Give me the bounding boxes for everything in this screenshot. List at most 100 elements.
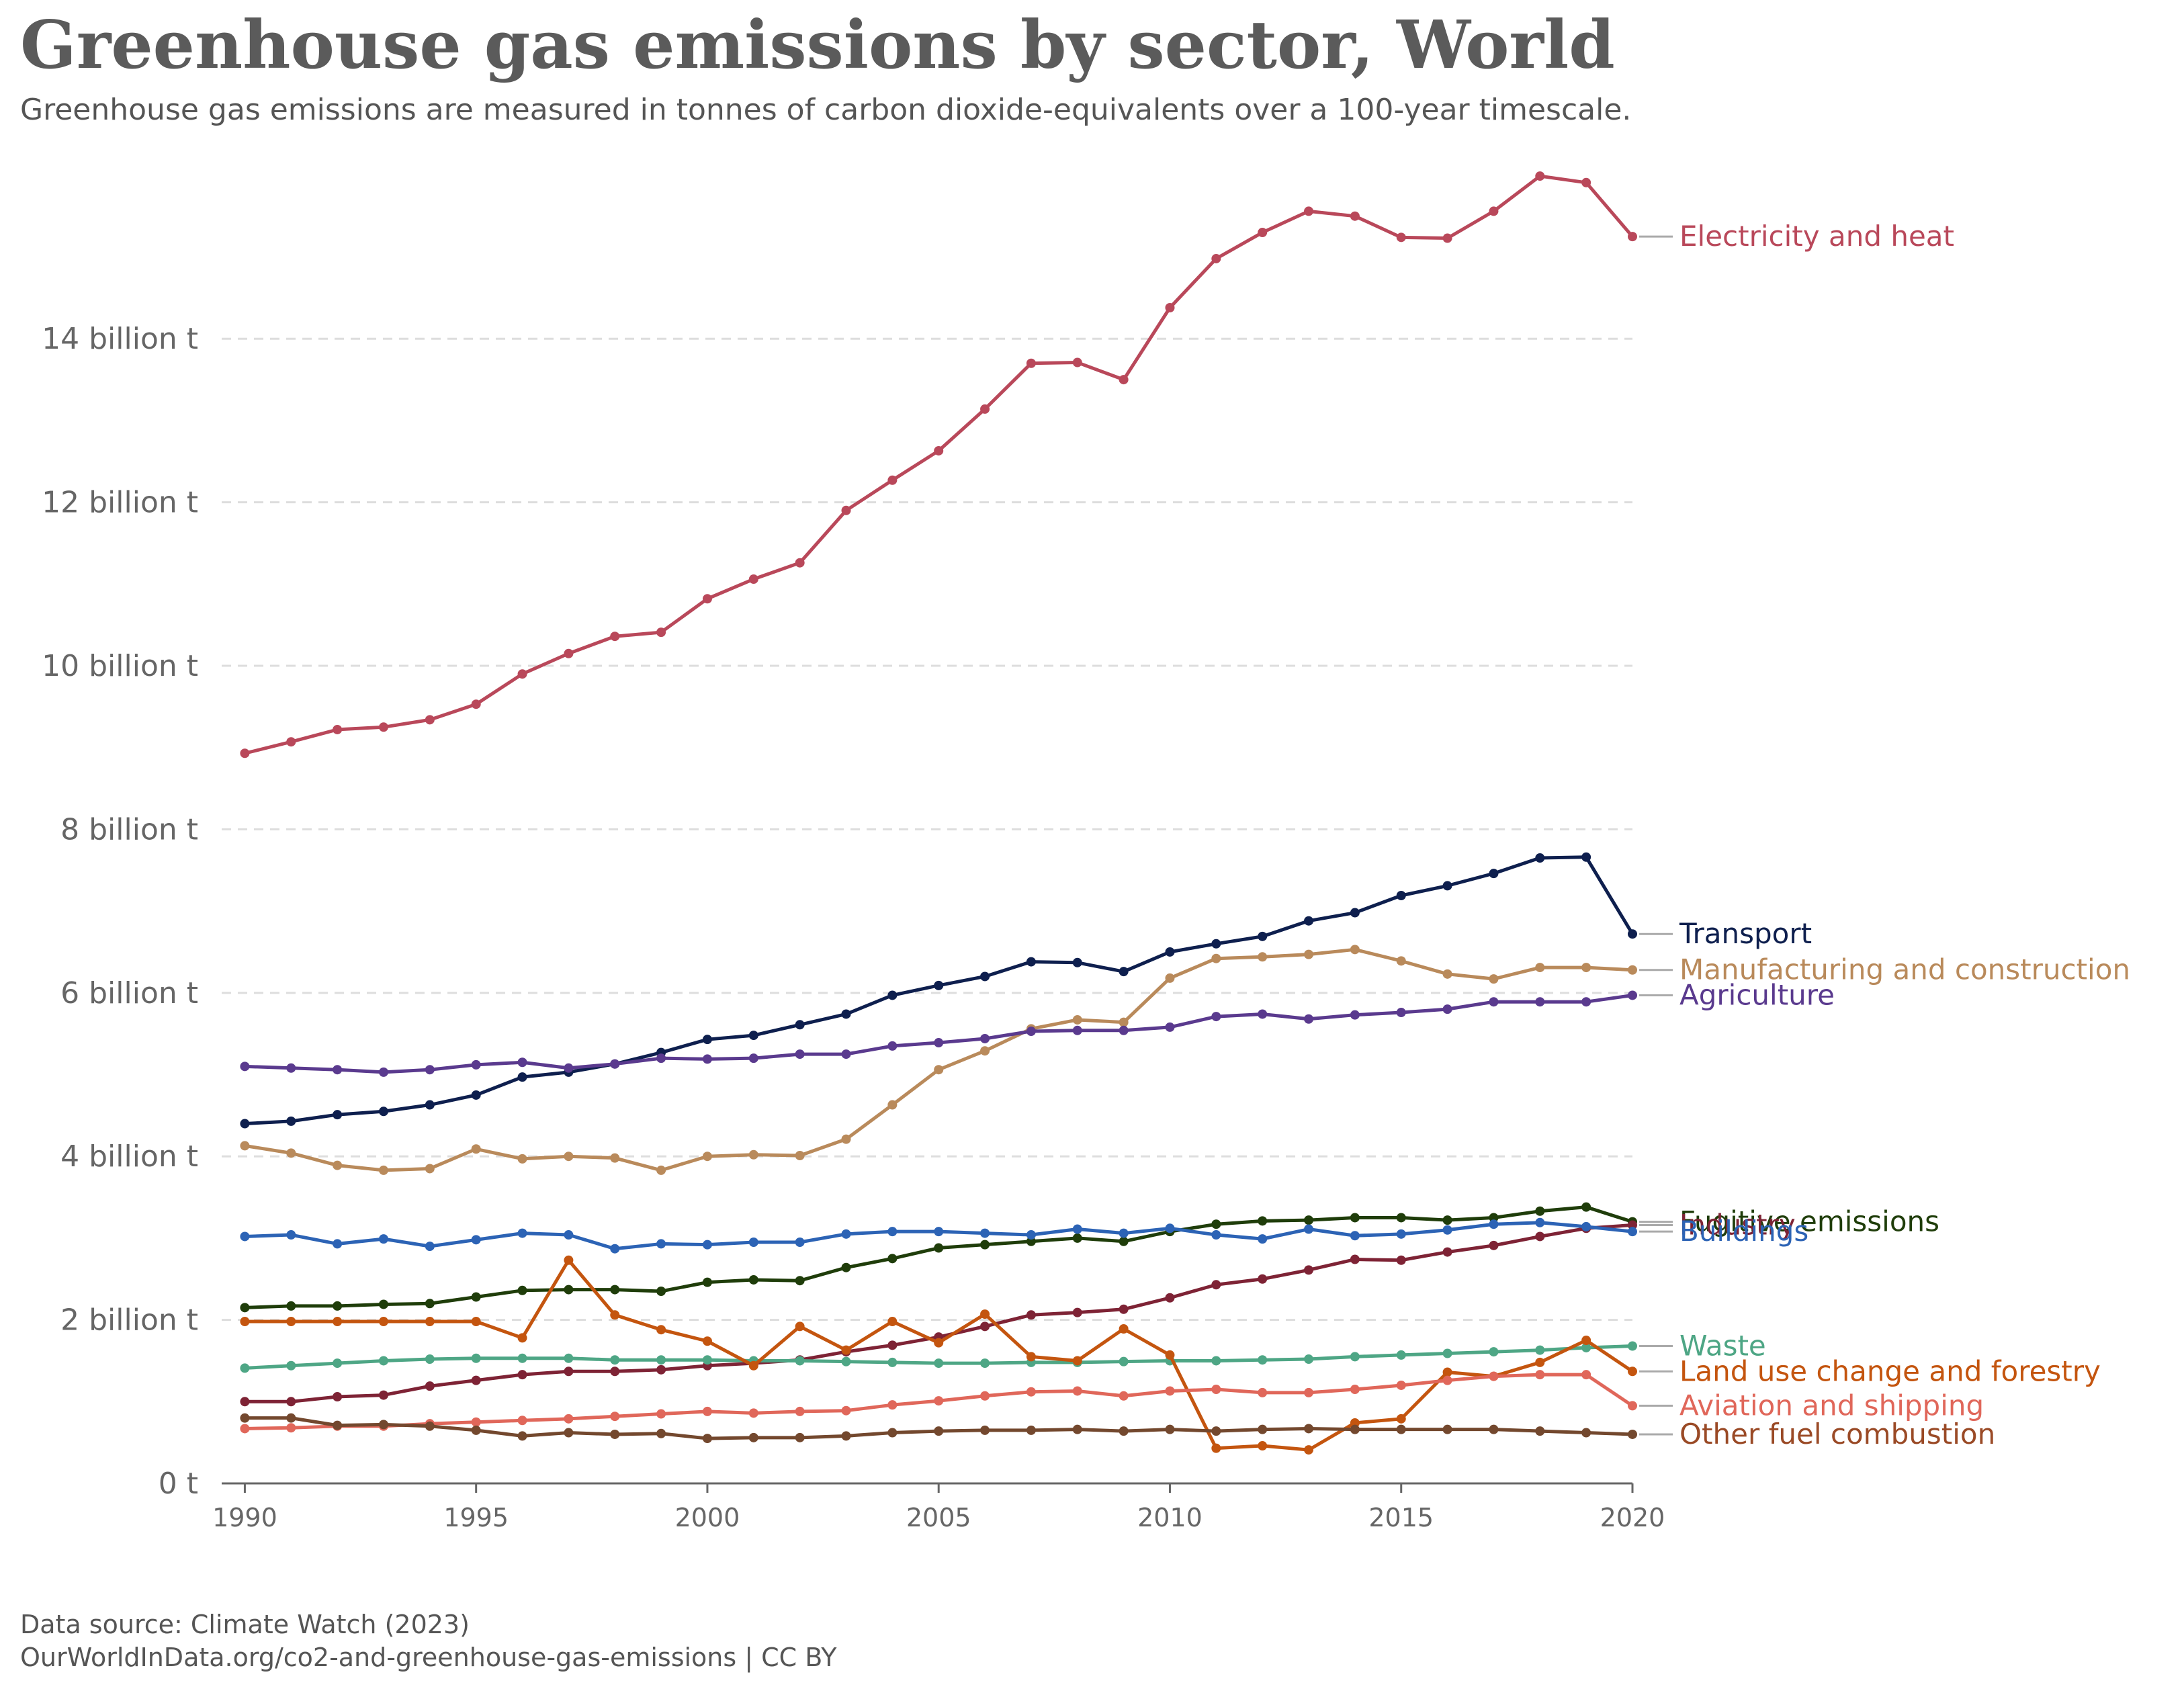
data-point <box>1350 1385 1360 1395</box>
data-point <box>1258 1009 1268 1019</box>
data-point <box>1628 232 1637 242</box>
data-point <box>1489 1371 1499 1381</box>
data-point <box>333 1160 343 1170</box>
data-point <box>1396 890 1406 900</box>
data-point <box>471 1425 481 1435</box>
data-point <box>1442 1215 1452 1225</box>
data-point <box>1258 228 1268 238</box>
data-point <box>1535 1370 1545 1380</box>
data-point <box>1211 1443 1221 1453</box>
data-point <box>1535 963 1545 973</box>
data-point <box>1628 1341 1637 1351</box>
data-point <box>1581 997 1591 1007</box>
data-point <box>1211 1219 1221 1229</box>
data-point <box>1535 1206 1545 1216</box>
data-point <box>748 1031 758 1041</box>
data-point <box>1628 1367 1637 1377</box>
data-point <box>841 1431 851 1441</box>
series-label-industry: Industry <box>1679 1208 1796 1241</box>
data-point <box>564 1285 574 1295</box>
y-axis-tick-labels: 0 t 2 billion t 4 billion t 6 billion t 8 bi… <box>42 322 198 1501</box>
data-point <box>1535 1357 1545 1367</box>
data-point <box>333 1420 343 1430</box>
data-point <box>795 558 805 568</box>
x-tick-label: 2015 <box>1368 1503 1434 1532</box>
data-point <box>564 1414 574 1424</box>
data-point <box>1026 358 1036 368</box>
data-point <box>1165 1350 1175 1360</box>
data-point <box>1211 1280 1221 1290</box>
data-point <box>378 1390 388 1400</box>
data-point <box>1489 974 1499 984</box>
credit-line: OurWorldInData.org/co2-and-greenhouse-ga… <box>20 1643 837 1672</box>
data-point <box>795 1321 805 1332</box>
data-point <box>517 1285 527 1295</box>
data-point <box>841 1049 851 1059</box>
data-point <box>286 1301 296 1311</box>
data-point <box>656 1239 666 1249</box>
data-point <box>887 1428 898 1438</box>
data-point <box>378 722 388 732</box>
data-point <box>378 1234 388 1244</box>
data-point <box>1072 1025 1082 1035</box>
data-point <box>471 1144 481 1154</box>
data-point <box>1119 1391 1129 1401</box>
data-point <box>240 1061 250 1072</box>
data-point <box>1396 1380 1406 1390</box>
data-point <box>471 1090 481 1100</box>
data-point <box>1165 1293 1175 1303</box>
data-point <box>286 1413 296 1423</box>
data-point <box>1211 939 1221 949</box>
data-point <box>240 1141 250 1151</box>
data-point <box>425 1317 435 1327</box>
data-point <box>286 737 296 747</box>
data-point <box>934 1396 944 1406</box>
data-point <box>1489 1347 1499 1357</box>
data-point <box>517 1154 527 1164</box>
x-axis: 1990 1995 2000 2005 2010 2015 2020 <box>212 1482 1665 1532</box>
data-point <box>1535 997 1545 1007</box>
data-point <box>1581 963 1591 973</box>
data-point <box>240 1303 250 1313</box>
data-point <box>980 1046 990 1056</box>
data-point <box>1304 1424 1314 1434</box>
data-point <box>702 1035 712 1045</box>
data-point <box>1304 1354 1314 1364</box>
data-point <box>887 1317 898 1327</box>
data-point <box>887 1100 898 1110</box>
data-point <box>517 1416 527 1426</box>
data-point <box>795 1432 805 1442</box>
data-point <box>610 1153 620 1163</box>
data-point <box>980 1240 990 1250</box>
data-point <box>702 1054 712 1064</box>
data-point <box>286 1360 296 1371</box>
data-point <box>1350 1418 1360 1428</box>
series-end-labels: Electricity and heat TransportManufacturi… <box>1639 220 2130 1450</box>
data-point <box>1211 953 1221 963</box>
data-point <box>471 1353 481 1363</box>
series-label-buildings: Buildings <box>1679 1215 1808 1248</box>
data-point <box>1350 945 1360 955</box>
x-tick-label: 2010 <box>1137 1503 1203 1532</box>
data-point <box>564 1367 574 1377</box>
data-point <box>1258 931 1268 941</box>
data-point <box>240 1397 250 1407</box>
x-tick-label: 2005 <box>906 1503 971 1532</box>
data-point <box>1072 1014 1082 1025</box>
data-point <box>1119 1356 1129 1367</box>
data-point <box>1350 1352 1360 1362</box>
data-point <box>1442 1424 1452 1434</box>
data-point <box>656 627 666 638</box>
data-point <box>1258 1355 1268 1365</box>
data-point <box>980 1321 990 1332</box>
data-point <box>1535 1426 1545 1436</box>
data-point <box>1026 1027 1036 1037</box>
data-point <box>610 1429 620 1439</box>
series-buildings <box>240 1217 1637 1254</box>
data-point <box>841 505 851 515</box>
series-label-agriculture: Agriculture <box>1679 978 1835 1011</box>
data-point <box>286 1148 296 1158</box>
data-point <box>610 1285 620 1295</box>
data-point <box>1489 869 1499 879</box>
data-point <box>656 1409 666 1419</box>
